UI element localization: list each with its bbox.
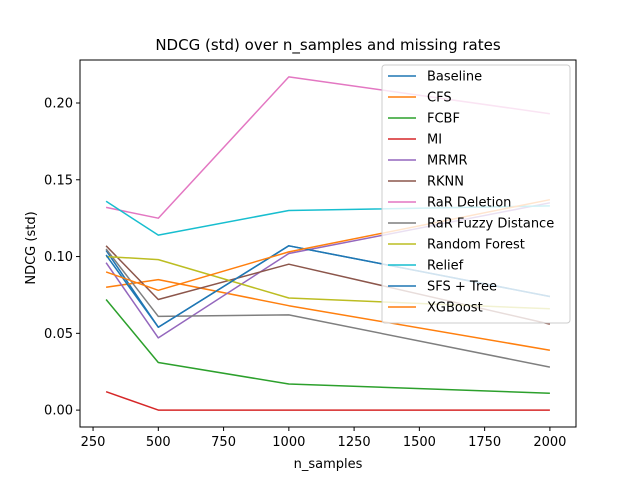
legend-label-4: MRMR [427,154,468,169]
axes-layer: 250 500 750 1000 1250 1500 1750 2000 0.00 0.05 0.1… [44,59,577,450]
series-line-7 [105,248,551,368]
y-tick-label: 0.20 [44,96,73,111]
x-tick-label: 1750 [468,435,501,450]
legend-label-3: MI [427,133,442,148]
plot-frame [79,59,577,428]
series-line-3 [105,390,550,411]
y-tick-label: 0.15 [44,173,73,188]
x-tick-label: 2000 [533,435,566,450]
series-line-2 [105,299,550,394]
x-tick-label: 250 [81,435,106,450]
legend-label-9: Relief [427,259,464,274]
legend-label-5: RKNN [427,175,464,190]
legend-label-7: RaR Fuzzy Distance [427,217,554,232]
x-tick-label: 1500 [403,435,436,450]
x-axis-title: n_samples [294,457,363,472]
legend: Baseline CFS FCBF MI MRMR RKNN RaR Deletion RaR… [381,64,571,324]
x-tick-label: 1250 [338,435,371,450]
x-tick-label: 750 [211,435,236,450]
legend-label-8: Random Forest [427,238,525,253]
legend-label-10: SFS + Tree [427,280,497,295]
x-tick-label: 1000 [272,435,305,450]
legend-label-6: RaR Deletion [427,196,511,211]
y-tick-label: 0.00 [44,404,73,419]
legend-label-1: CFS [427,91,452,106]
legend-label-0: Baseline [427,70,482,85]
y-tick-label: 0.05 [44,327,73,342]
legend-label-2: FCBF [427,112,460,127]
chart-title: NDCG (std) over n_samples and missing ra… [155,36,501,55]
x-tick-label: 500 [146,435,171,450]
y-tick-label: 0.10 [44,250,73,265]
y-axis-title: NDCG (std) [24,211,39,284]
legend-label-11: XGBoost [427,301,483,316]
legend-box [381,64,571,324]
